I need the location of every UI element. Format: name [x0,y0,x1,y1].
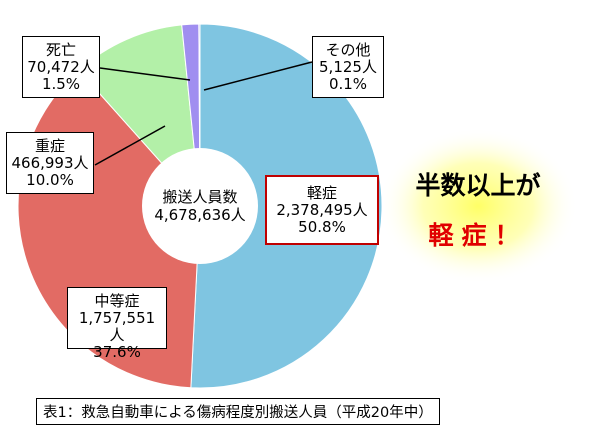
center-total: 4,678,636人 [154,206,246,224]
headline-glow [378,128,578,284]
donut-hole [142,148,258,264]
table-caption: 表1：救急自動車による傷病程度別搬送人員（平成20年中） [36,398,440,425]
slice-label-severe: 重症 466,993人 10.0% [6,132,94,194]
slice-label-severe-pct: 10.0% [26,171,74,189]
slice-label-mild-count: 2,378,495人 [276,201,368,219]
leader-line-other [203,61,313,91]
slice-label-death-name: 死亡 [45,41,76,59]
slice-label-death-pct: 1.5% [41,75,81,93]
slice-label-moderate: 中等症 1,757,551人 37.6% [67,287,167,361]
pie-slice-other [198,23,201,207]
slice-label-other-pct: 0.1% [328,75,368,93]
leader-line-severe [94,125,166,166]
headline: 半数以上が 軽症！ [398,166,558,252]
slice-label-severe-count: 466,993人 [11,154,89,172]
slice-label-moderate-name: 中等症 [94,292,140,310]
leader-line-death [99,67,191,81]
slice-label-moderate-pct: 37.6% [93,343,141,361]
slice-label-mild-name: 軽症 [306,184,337,202]
headline-line2: 軽症！ [428,221,528,250]
slice-label-moderate-count: 1,757,551人 [78,309,156,344]
slice-label-death: 死亡 70,472人 1.5% [22,36,100,98]
slice-label-other-count: 5,125人 [319,58,377,76]
headline-line1: 半数以上が [415,171,541,200]
slice-label-severe-name: 重症 [34,137,65,155]
center-title: 搬送人員数 [162,188,238,206]
slice-label-other-name: その他 [325,41,371,59]
slice-label-death-count: 70,472人 [27,58,95,76]
slice-label-mild: 軽症 2,378,495人 50.8% [265,175,379,245]
slice-label-other: その他 5,125人 0.1% [312,36,384,98]
center-label: 搬送人員数 4,678,636人 [145,188,255,224]
slice-label-mild-pct: 50.8% [298,218,346,236]
